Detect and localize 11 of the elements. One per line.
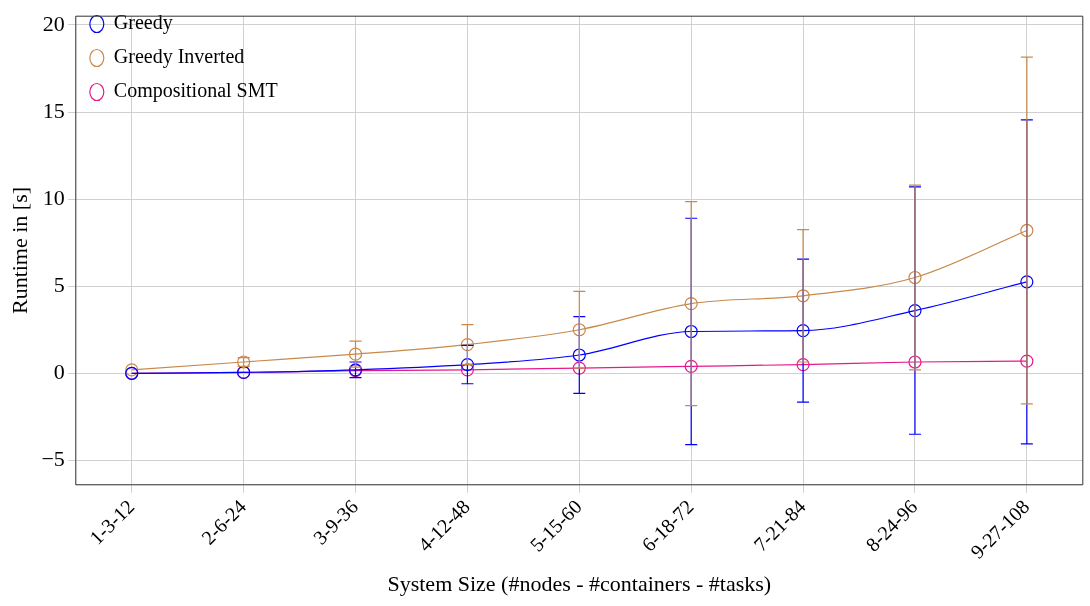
legend-label: Greedy Inverted [113,45,245,69]
legend-label: Compositional SMT [113,79,278,103]
x-axis-title: System Size (#nodes - #containers - #tasks) [387,570,772,596]
y-tick-label: 5 [53,271,65,297]
y-axis-title: Runtime in [s] [6,186,32,315]
y-tick-label: 15 [42,97,65,123]
y-tick-label: 20 [42,10,65,36]
y-tick-label: 0 [53,359,65,385]
legend-label: Greedy [113,11,173,35]
y-tick-label: −5 [41,446,65,472]
y-tick-label: 10 [42,184,65,210]
